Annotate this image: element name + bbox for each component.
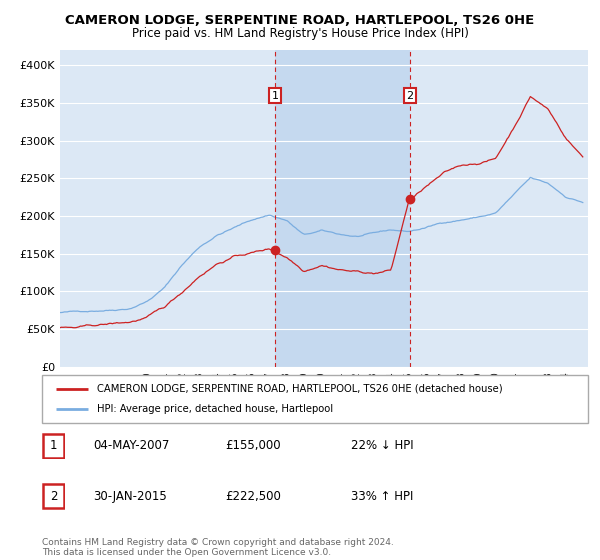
Text: HPI: Average price, detached house, Hartlepool: HPI: Average price, detached house, Hart… <box>97 404 333 414</box>
Text: 1: 1 <box>272 91 279 101</box>
FancyBboxPatch shape <box>42 375 588 423</box>
Text: £222,500: £222,500 <box>225 489 281 503</box>
Text: CAMERON LODGE, SERPENTINE ROAD, HARTLEPOOL, TS26 0HE (detached house): CAMERON LODGE, SERPENTINE ROAD, HARTLEPO… <box>97 384 502 394</box>
Text: 04-MAY-2007: 04-MAY-2007 <box>93 439 169 452</box>
Text: £155,000: £155,000 <box>225 439 281 452</box>
FancyBboxPatch shape <box>43 433 64 458</box>
Text: 1: 1 <box>50 439 57 452</box>
Text: 22% ↓ HPI: 22% ↓ HPI <box>351 439 413 452</box>
Text: 33% ↑ HPI: 33% ↑ HPI <box>351 489 413 503</box>
Bar <box>275 50 410 367</box>
Text: Contains HM Land Registry data © Crown copyright and database right 2024.
This d: Contains HM Land Registry data © Crown c… <box>42 538 394 557</box>
FancyBboxPatch shape <box>43 484 64 508</box>
Text: 2: 2 <box>50 489 57 503</box>
Text: Price paid vs. HM Land Registry's House Price Index (HPI): Price paid vs. HM Land Registry's House … <box>131 27 469 40</box>
Text: 2: 2 <box>406 91 413 101</box>
Text: 30-JAN-2015: 30-JAN-2015 <box>93 489 167 503</box>
Text: CAMERON LODGE, SERPENTINE ROAD, HARTLEPOOL, TS26 0HE: CAMERON LODGE, SERPENTINE ROAD, HARTLEPO… <box>65 14 535 27</box>
